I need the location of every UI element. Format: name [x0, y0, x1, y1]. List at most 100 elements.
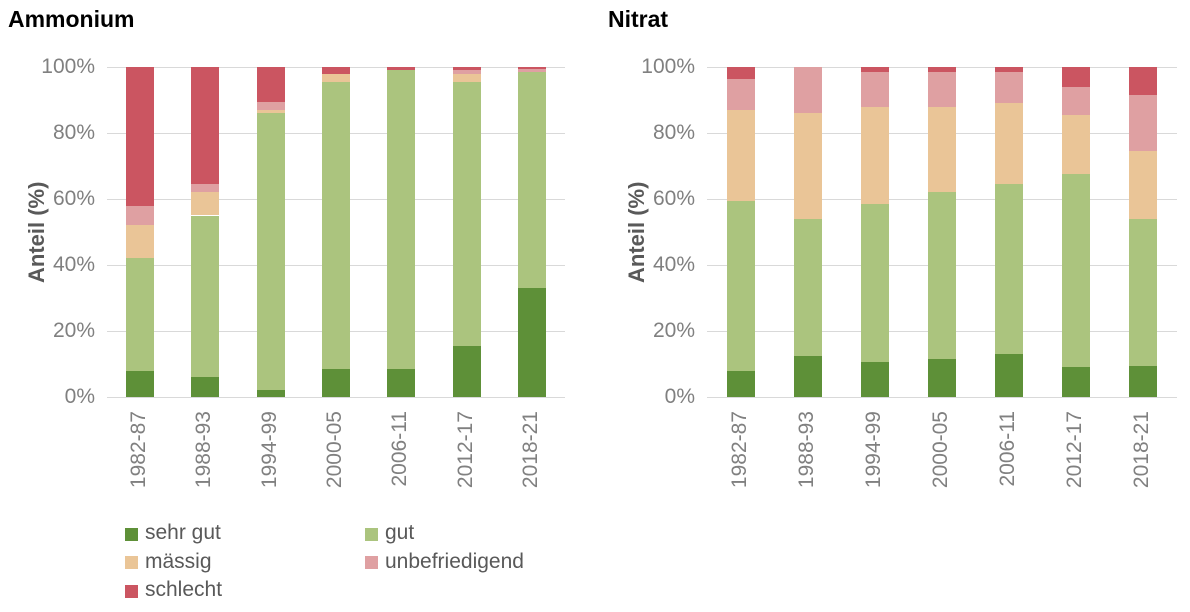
bar-segment-gut: [256, 113, 285, 391]
bar-segment-gut: [125, 258, 154, 371]
bar-segment-gut: [860, 203, 889, 363]
bar-segment-schlecht: [322, 67, 350, 74]
bar-segment-gut: [452, 81, 481, 346]
chart-title-ammonium: Ammonium: [8, 6, 135, 32]
bar-segment-gut: [322, 81, 350, 369]
bar-segment-sehr-gut: [191, 377, 220, 397]
bar-segment-schlecht: [387, 67, 416, 71]
bar-segment-sehr-gut: [928, 359, 956, 397]
y-tick-label: 0%: [664, 385, 695, 408]
bar-segment-schlecht: [1129, 67, 1158, 96]
x-tick-label: 2006-11: [388, 411, 412, 487]
bar-segment-gut: [1129, 218, 1158, 366]
x-tick-label: 2012-17: [453, 411, 477, 489]
y-tick-label: 80%: [652, 121, 695, 144]
bar-segment-gut: [1062, 174, 1091, 368]
bar-segment-unbefriedigend: [1062, 86, 1091, 115]
bar-segment-maessig: [125, 225, 154, 259]
bar-segment-sehr-gut: [793, 355, 822, 397]
bar-segment-unbefriedigend: [928, 71, 956, 107]
x-tick-label: 1988-93: [192, 411, 216, 489]
y-tick-label: 80%: [52, 121, 95, 144]
y-axis-label: Anteil (%): [624, 181, 649, 283]
bar-segment-schlecht: [125, 67, 154, 206]
y-tick-label: 20%: [652, 319, 695, 342]
x-tick-label: 2006-11: [996, 411, 1020, 487]
bar-segment-unbefriedigend: [995, 71, 1024, 104]
gridline-0: [107, 396, 565, 398]
bar-segment-gut: [928, 192, 956, 360]
y-tick-label: 20%: [52, 319, 95, 342]
bar-segment-maessig: [995, 103, 1024, 185]
bar-segment-sehr-gut: [995, 354, 1024, 397]
y-tick-label: 40%: [52, 253, 95, 276]
bar-segment-schlecht: [191, 67, 220, 185]
bar-segment-sehr-gut: [125, 370, 154, 397]
bar-segment-schlecht: [928, 67, 956, 72]
bar-segment-sehr-gut: [1062, 367, 1091, 397]
bar-segment-gut: [793, 218, 822, 356]
x-tick-label: 2000-05: [323, 411, 346, 489]
bar-segment-maessig: [322, 73, 350, 82]
bar-segment-sehr-gut: [322, 368, 350, 397]
bar-segment-unbefriedigend: [125, 205, 154, 226]
bar-segment-sehr-gut: [387, 368, 416, 397]
bar-segment-gut: [191, 215, 220, 378]
y-tick-label: 40%: [652, 253, 695, 276]
chart-nitrat: Nitrat Anteil (%) 0% 20% 40% 60% 80% 100% 1982…: [600, 0, 1190, 612]
x-tick-label: 1982-87: [126, 411, 150, 489]
x-tick-label: 1994-99: [861, 411, 885, 489]
bar-segment-maessig: [1129, 151, 1158, 219]
bar-segment-schlecht: [256, 67, 285, 102]
bar-segment-schlecht: [726, 67, 755, 79]
bar-segment-maessig: [191, 192, 220, 216]
bar-segment-maessig: [452, 73, 481, 82]
bar-segment-gut: [995, 184, 1024, 355]
bar-segment-sehr-gut: [860, 362, 889, 397]
bar-segment-schlecht: [1062, 67, 1091, 87]
x-tick-label: 2018-21: [1130, 411, 1154, 489]
bar-segment-sehr-gut: [452, 345, 481, 397]
x-tick-label: 2000-05: [929, 411, 952, 489]
bar-segment-maessig: [928, 106, 956, 193]
bar-segment-sehr-gut: [518, 288, 547, 397]
bar-segment-unbefriedigend: [191, 184, 220, 193]
chart-title-nitrat: Nitrat: [608, 6, 669, 32]
bar-segment-unbefriedigend: [1129, 95, 1158, 152]
y-tick-label: 0%: [64, 385, 95, 408]
bar-segment-unbefriedigend: [452, 70, 481, 74]
x-tick-label: 2018-21: [519, 411, 543, 489]
y-axis-label: Anteil (%): [24, 181, 49, 283]
bar-segment-unbefriedigend: [793, 67, 822, 114]
x-tick-label: 1988-93: [794, 411, 818, 489]
bar-segment-unbefriedigend: [518, 68, 547, 72]
bar-segment-maessig: [726, 109, 755, 201]
bar-segment-unbefriedigend: [860, 71, 889, 107]
chart-ammonium: Ammonium Anteil (%) 0% 20% 40% 60% 80% 100% 19…: [8, 6, 565, 489]
bar-segment-schlecht: [860, 67, 889, 72]
gridline-0: [707, 396, 1177, 398]
x-tick-label: 1994-99: [257, 411, 281, 489]
x-tick-label: 1982-87: [727, 411, 751, 489]
y-tick-label: 100%: [41, 55, 95, 78]
bar-segment-sehr-gut: [256, 390, 285, 397]
bar-segment-sehr-gut: [1129, 365, 1158, 397]
bar-segment-unbefriedigend: [256, 101, 285, 110]
bar-segment-gut: [518, 71, 547, 289]
y-tick-label: 100%: [641, 55, 695, 78]
bar-segment-schlecht: [452, 67, 481, 71]
bar-segment-maessig: [1062, 114, 1091, 175]
bar-segment-schlecht: [518, 67, 547, 69]
bar-segment-unbefriedigend: [726, 78, 755, 110]
bar-segment-gut: [387, 70, 416, 369]
bar-segment-maessig: [860, 106, 889, 204]
y-tick-label: 60%: [52, 187, 95, 210]
bar-segment-sehr-gut: [726, 370, 755, 397]
bar-segment-maessig: [793, 113, 822, 219]
bar-segment-schlecht: [995, 67, 1024, 72]
bar-segment-gut: [726, 200, 755, 371]
bar-segment-maessig: [256, 109, 285, 114]
y-tick-label: 60%: [652, 187, 695, 210]
x-tick-label: 2012-17: [1063, 411, 1087, 489]
